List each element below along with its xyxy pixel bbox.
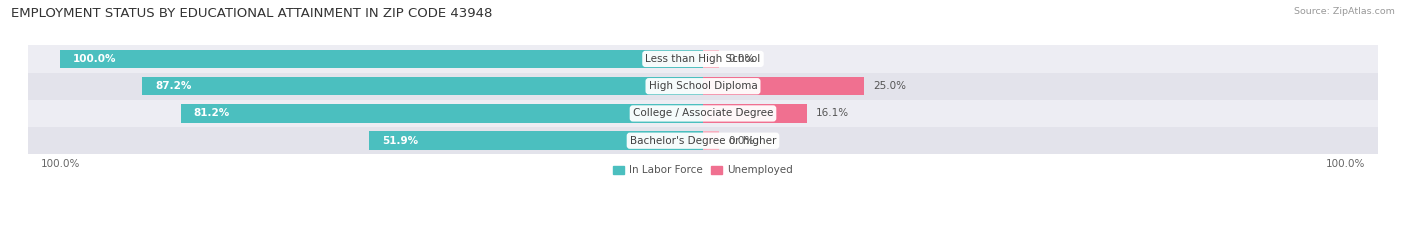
Text: 0.0%: 0.0% [728, 136, 755, 146]
Bar [142, 77, 703, 96]
Bar [60, 50, 703, 68]
Legend: In Labor Force, Unemployed: In Labor Force, Unemployed [609, 161, 797, 180]
Text: College / Associate Degree: College / Associate Degree [633, 108, 773, 118]
Bar [28, 45, 1378, 72]
Text: Bachelor's Degree or higher: Bachelor's Degree or higher [630, 136, 776, 146]
Text: 81.2%: 81.2% [194, 108, 231, 118]
Text: EMPLOYMENT STATUS BY EDUCATIONAL ATTAINMENT IN ZIP CODE 43948: EMPLOYMENT STATUS BY EDUCATIONAL ATTAINM… [11, 7, 492, 20]
Bar [28, 100, 1378, 127]
Bar [28, 127, 1378, 154]
Bar [703, 77, 863, 96]
Bar [370, 131, 703, 150]
Text: 25.0%: 25.0% [873, 81, 907, 91]
Text: Less than High School: Less than High School [645, 54, 761, 64]
Bar [703, 104, 807, 123]
Text: High School Diploma: High School Diploma [648, 81, 758, 91]
Text: Source: ZipAtlas.com: Source: ZipAtlas.com [1294, 7, 1395, 16]
Bar [703, 50, 718, 68]
Text: 51.9%: 51.9% [382, 136, 418, 146]
Bar [28, 72, 1378, 100]
Text: 87.2%: 87.2% [155, 81, 191, 91]
Text: 0.0%: 0.0% [728, 54, 755, 64]
Text: 16.1%: 16.1% [815, 108, 849, 118]
Bar [181, 104, 703, 123]
Bar [703, 131, 718, 150]
Text: 100.0%: 100.0% [73, 54, 117, 64]
